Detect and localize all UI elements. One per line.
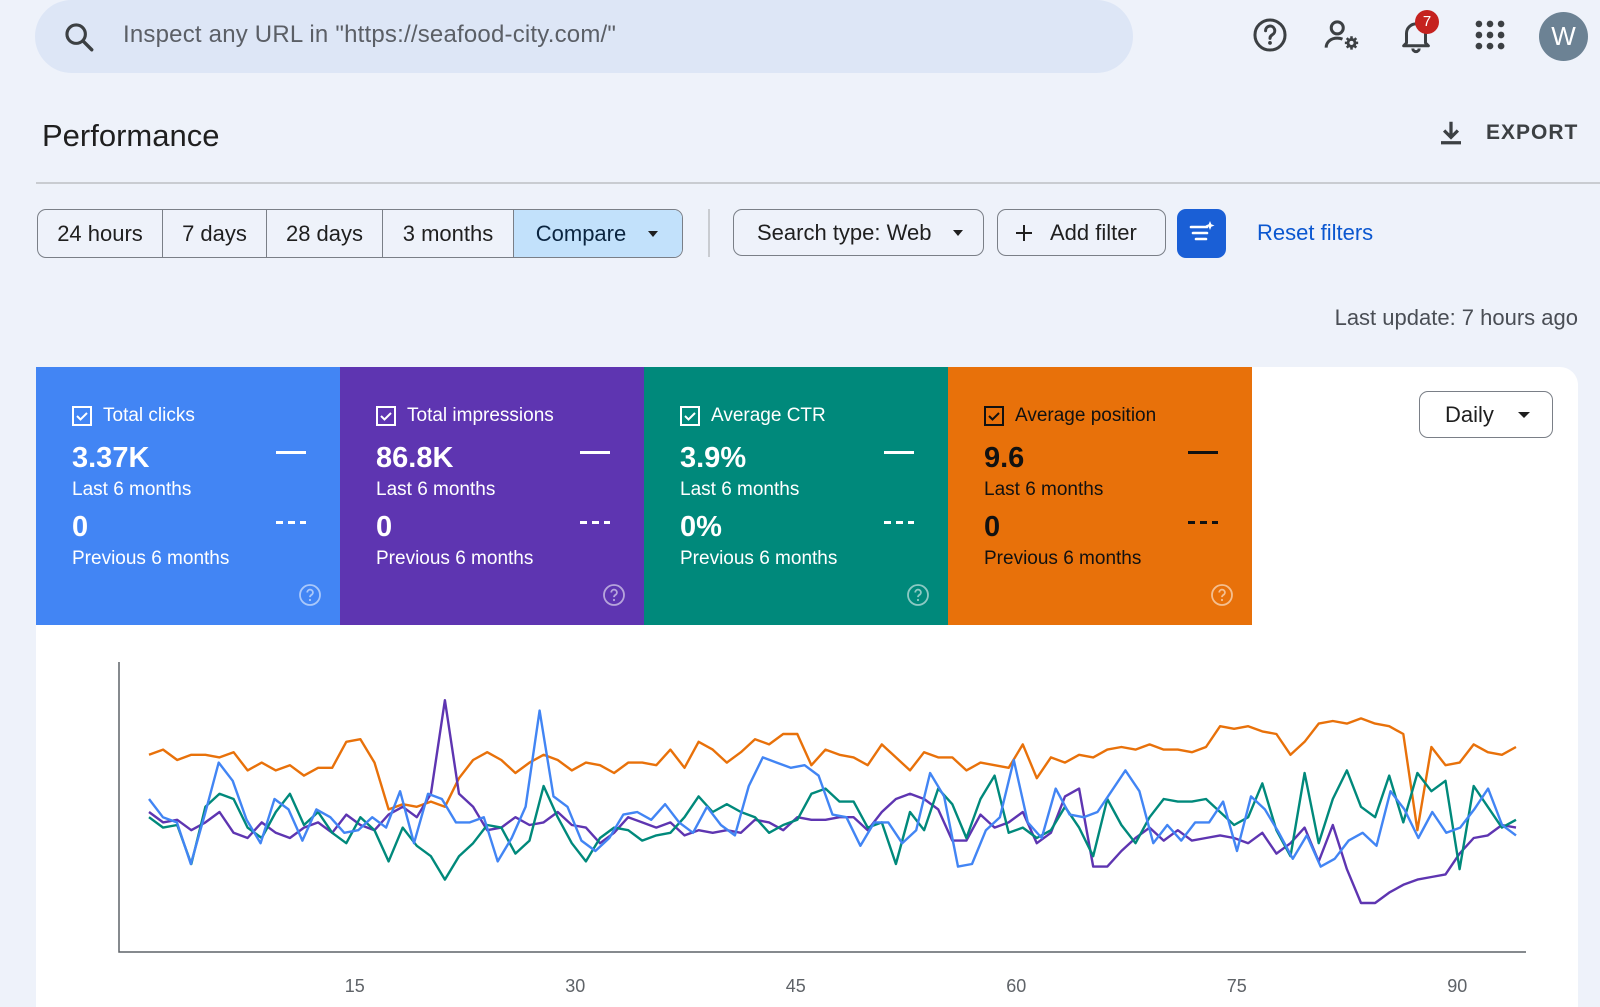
solid-line-legend xyxy=(1188,451,1218,454)
plus-icon xyxy=(1016,224,1032,241)
metric-label: Total clicks xyxy=(103,405,195,426)
dashed-line-legend xyxy=(884,521,914,524)
search-bar[interactable]: Inspect any URL in "https://seafood-city… xyxy=(35,0,1133,73)
search-input[interactable]: Inspect any URL in "https://seafood-city… xyxy=(123,21,617,48)
metric-period: Last 6 months xyxy=(72,479,192,500)
metric-previous-period: Previous 6 months xyxy=(680,548,838,569)
checkbox-checked-icon xyxy=(680,406,700,426)
dashed-line-legend xyxy=(276,521,306,524)
chart-axis xyxy=(118,662,1526,953)
checkbox-checked-icon xyxy=(72,406,92,426)
chevron-down-icon xyxy=(648,230,659,237)
date-range-selector: 24 hours 7 days 28 days 3 months Compare xyxy=(37,209,683,258)
compare-label: Compare xyxy=(535,220,627,246)
metric-period: Last 6 months xyxy=(680,479,800,500)
filter-sparkle-icon xyxy=(1189,221,1215,241)
dashed-line-legend xyxy=(1188,521,1218,524)
x-tick-label: 15 xyxy=(345,976,365,996)
x-tick-label: 45 xyxy=(786,976,806,996)
series-line-2 xyxy=(148,769,1517,881)
chevron-down-icon xyxy=(953,229,964,236)
metric-previous-value: 0 xyxy=(984,511,1001,543)
add-filter-button[interactable]: Add filter xyxy=(997,209,1166,256)
metric-card-average-ctr[interactable]: Average CTR 3.9% Last 6 months 0% Previo… xyxy=(644,367,948,625)
filter-settings-button[interactable] xyxy=(1177,209,1226,258)
apps-grid-icon[interactable] xyxy=(1471,16,1509,54)
filter-separator xyxy=(708,209,710,257)
range-3-months[interactable]: 3 months xyxy=(383,210,514,257)
performance-chart: 15 30 45 60 75 90 xyxy=(118,662,1526,996)
range-7-days[interactable]: 7 days xyxy=(163,210,267,257)
x-tick-label: 30 xyxy=(565,976,585,996)
help-icon[interactable] xyxy=(1210,583,1234,607)
metric-previous-period: Previous 6 months xyxy=(72,548,230,569)
download-icon xyxy=(1441,121,1461,145)
series-line-1 xyxy=(148,699,1517,905)
avatar[interactable]: W xyxy=(1539,12,1588,61)
help-icon[interactable] xyxy=(602,583,626,607)
range-28-days[interactable]: 28 days xyxy=(267,210,383,257)
metric-card-total-impressions[interactable]: Total impressions 86.8K Last 6 months 0 … xyxy=(340,367,644,625)
search-icon xyxy=(65,23,94,52)
metric-label: Total impressions xyxy=(407,405,554,426)
metric-previous-period: Previous 6 months xyxy=(984,548,1142,569)
metric-period: Last 6 months xyxy=(376,479,496,500)
metric-value: 9.6 xyxy=(984,442,1025,474)
range-24-hours[interactable]: 24 hours xyxy=(38,210,163,257)
x-tick-label: 90 xyxy=(1447,976,1467,996)
dashed-line-legend xyxy=(580,521,610,524)
range-compare[interactable]: Compare xyxy=(514,210,682,257)
metric-label: Average position xyxy=(1015,405,1157,426)
metric-previous-period: Previous 6 months xyxy=(376,548,534,569)
export-label: EXPORT xyxy=(1486,121,1579,144)
x-tick-label: 60 xyxy=(1006,976,1026,996)
solid-line-legend xyxy=(884,451,914,454)
granularity-label: Daily xyxy=(1445,401,1494,427)
help-icon[interactable] xyxy=(1251,16,1289,54)
metric-card-average-position[interactable]: Average position 9.6 Last 6 months 0 Pre… xyxy=(948,367,1252,625)
metric-label: Average CTR xyxy=(711,405,826,426)
admin-settings-icon[interactable] xyxy=(1323,16,1361,54)
series-line-3 xyxy=(148,709,1517,868)
search-type-label: Search type: Web xyxy=(757,219,932,245)
x-tick-label: 75 xyxy=(1227,976,1247,996)
last-update-text: Last update: 7 hours ago xyxy=(1334,305,1578,330)
metric-previous-value: 0% xyxy=(680,511,722,543)
page-title: Performance xyxy=(42,118,220,153)
chevron-down-icon xyxy=(1517,411,1530,418)
metric-value: 3.37K xyxy=(72,442,150,474)
solid-line-legend xyxy=(580,451,610,454)
divider xyxy=(36,182,1600,184)
search-type-dropdown[interactable]: Search type: Web xyxy=(733,209,984,256)
solid-line-legend xyxy=(276,451,306,454)
metric-previous-value: 0 xyxy=(376,511,393,543)
metric-period: Last 6 months xyxy=(984,479,1104,500)
metric-card-total-clicks[interactable]: Total clicks 3.37K Last 6 months 0 Previ… xyxy=(36,367,340,625)
add-filter-label: Add filter xyxy=(1050,219,1137,245)
checkbox-checked-icon xyxy=(984,406,1004,426)
help-icon[interactable] xyxy=(298,583,322,607)
reset-filters-link[interactable]: Reset filters xyxy=(1257,220,1374,245)
metric-previous-value: 0 xyxy=(72,511,89,543)
metric-value: 3.9% xyxy=(680,442,747,474)
help-icon[interactable] xyxy=(906,583,930,607)
export-button[interactable]: EXPORT xyxy=(1436,118,1578,148)
notification-badge: 7 xyxy=(1415,10,1439,34)
series-line-0 xyxy=(148,717,1517,832)
metric-value: 86.8K xyxy=(376,442,454,474)
granularity-dropdown[interactable]: Daily xyxy=(1419,391,1553,438)
checkbox-checked-icon xyxy=(376,406,396,426)
